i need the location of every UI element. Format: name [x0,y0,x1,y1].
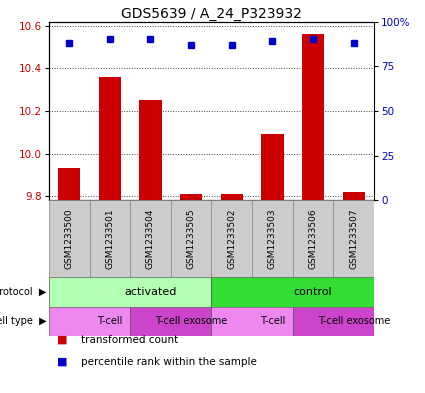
Text: control: control [294,287,332,297]
Text: percentile rank within the sample: percentile rank within the sample [81,356,257,367]
Bar [221,194,243,200]
Bar [49,277,211,307]
Text: GSM1233501: GSM1233501 [105,208,114,269]
Text: T-cell exosome: T-cell exosome [155,316,227,326]
Bar [302,34,324,200]
Text: GSM1233502: GSM1233502 [227,209,236,269]
Bar [333,200,374,277]
Bar [171,200,211,277]
Text: cell type  ▶: cell type ▶ [0,316,47,326]
Bar [58,169,80,200]
Bar [49,200,90,277]
Text: activated: activated [124,287,177,297]
Bar [49,307,130,336]
Bar [211,307,293,336]
Bar [343,192,365,200]
Text: GSM1233506: GSM1233506 [309,208,317,269]
Bar [261,134,283,200]
Text: GSM1233500: GSM1233500 [65,208,74,269]
Text: T-cell: T-cell [260,316,285,326]
Text: ■: ■ [57,356,71,367]
Text: T-cell: T-cell [97,316,122,326]
Bar [90,200,130,277]
Text: GSM1233507: GSM1233507 [349,208,358,269]
Bar [99,77,121,200]
Text: GSM1233504: GSM1233504 [146,209,155,269]
Bar [293,200,333,277]
Bar [180,194,202,200]
Text: ■: ■ [57,335,71,345]
Bar [130,307,211,336]
Text: T-cell exosome: T-cell exosome [317,316,390,326]
Bar [293,307,374,336]
Text: protocol  ▶: protocol ▶ [0,287,47,297]
Title: GDS5639 / A_24_P323932: GDS5639 / A_24_P323932 [121,7,302,20]
Bar [139,100,162,200]
Bar [252,200,293,277]
Text: GSM1233505: GSM1233505 [187,208,196,269]
Bar [130,200,171,277]
Text: transformed count: transformed count [81,335,178,345]
Text: GSM1233503: GSM1233503 [268,208,277,269]
Bar [211,200,252,277]
Bar [211,277,374,307]
